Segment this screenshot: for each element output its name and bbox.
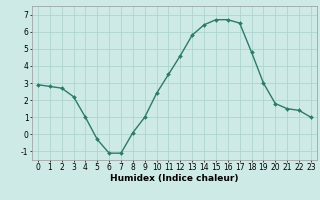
X-axis label: Humidex (Indice chaleur): Humidex (Indice chaleur) (110, 174, 239, 183)
